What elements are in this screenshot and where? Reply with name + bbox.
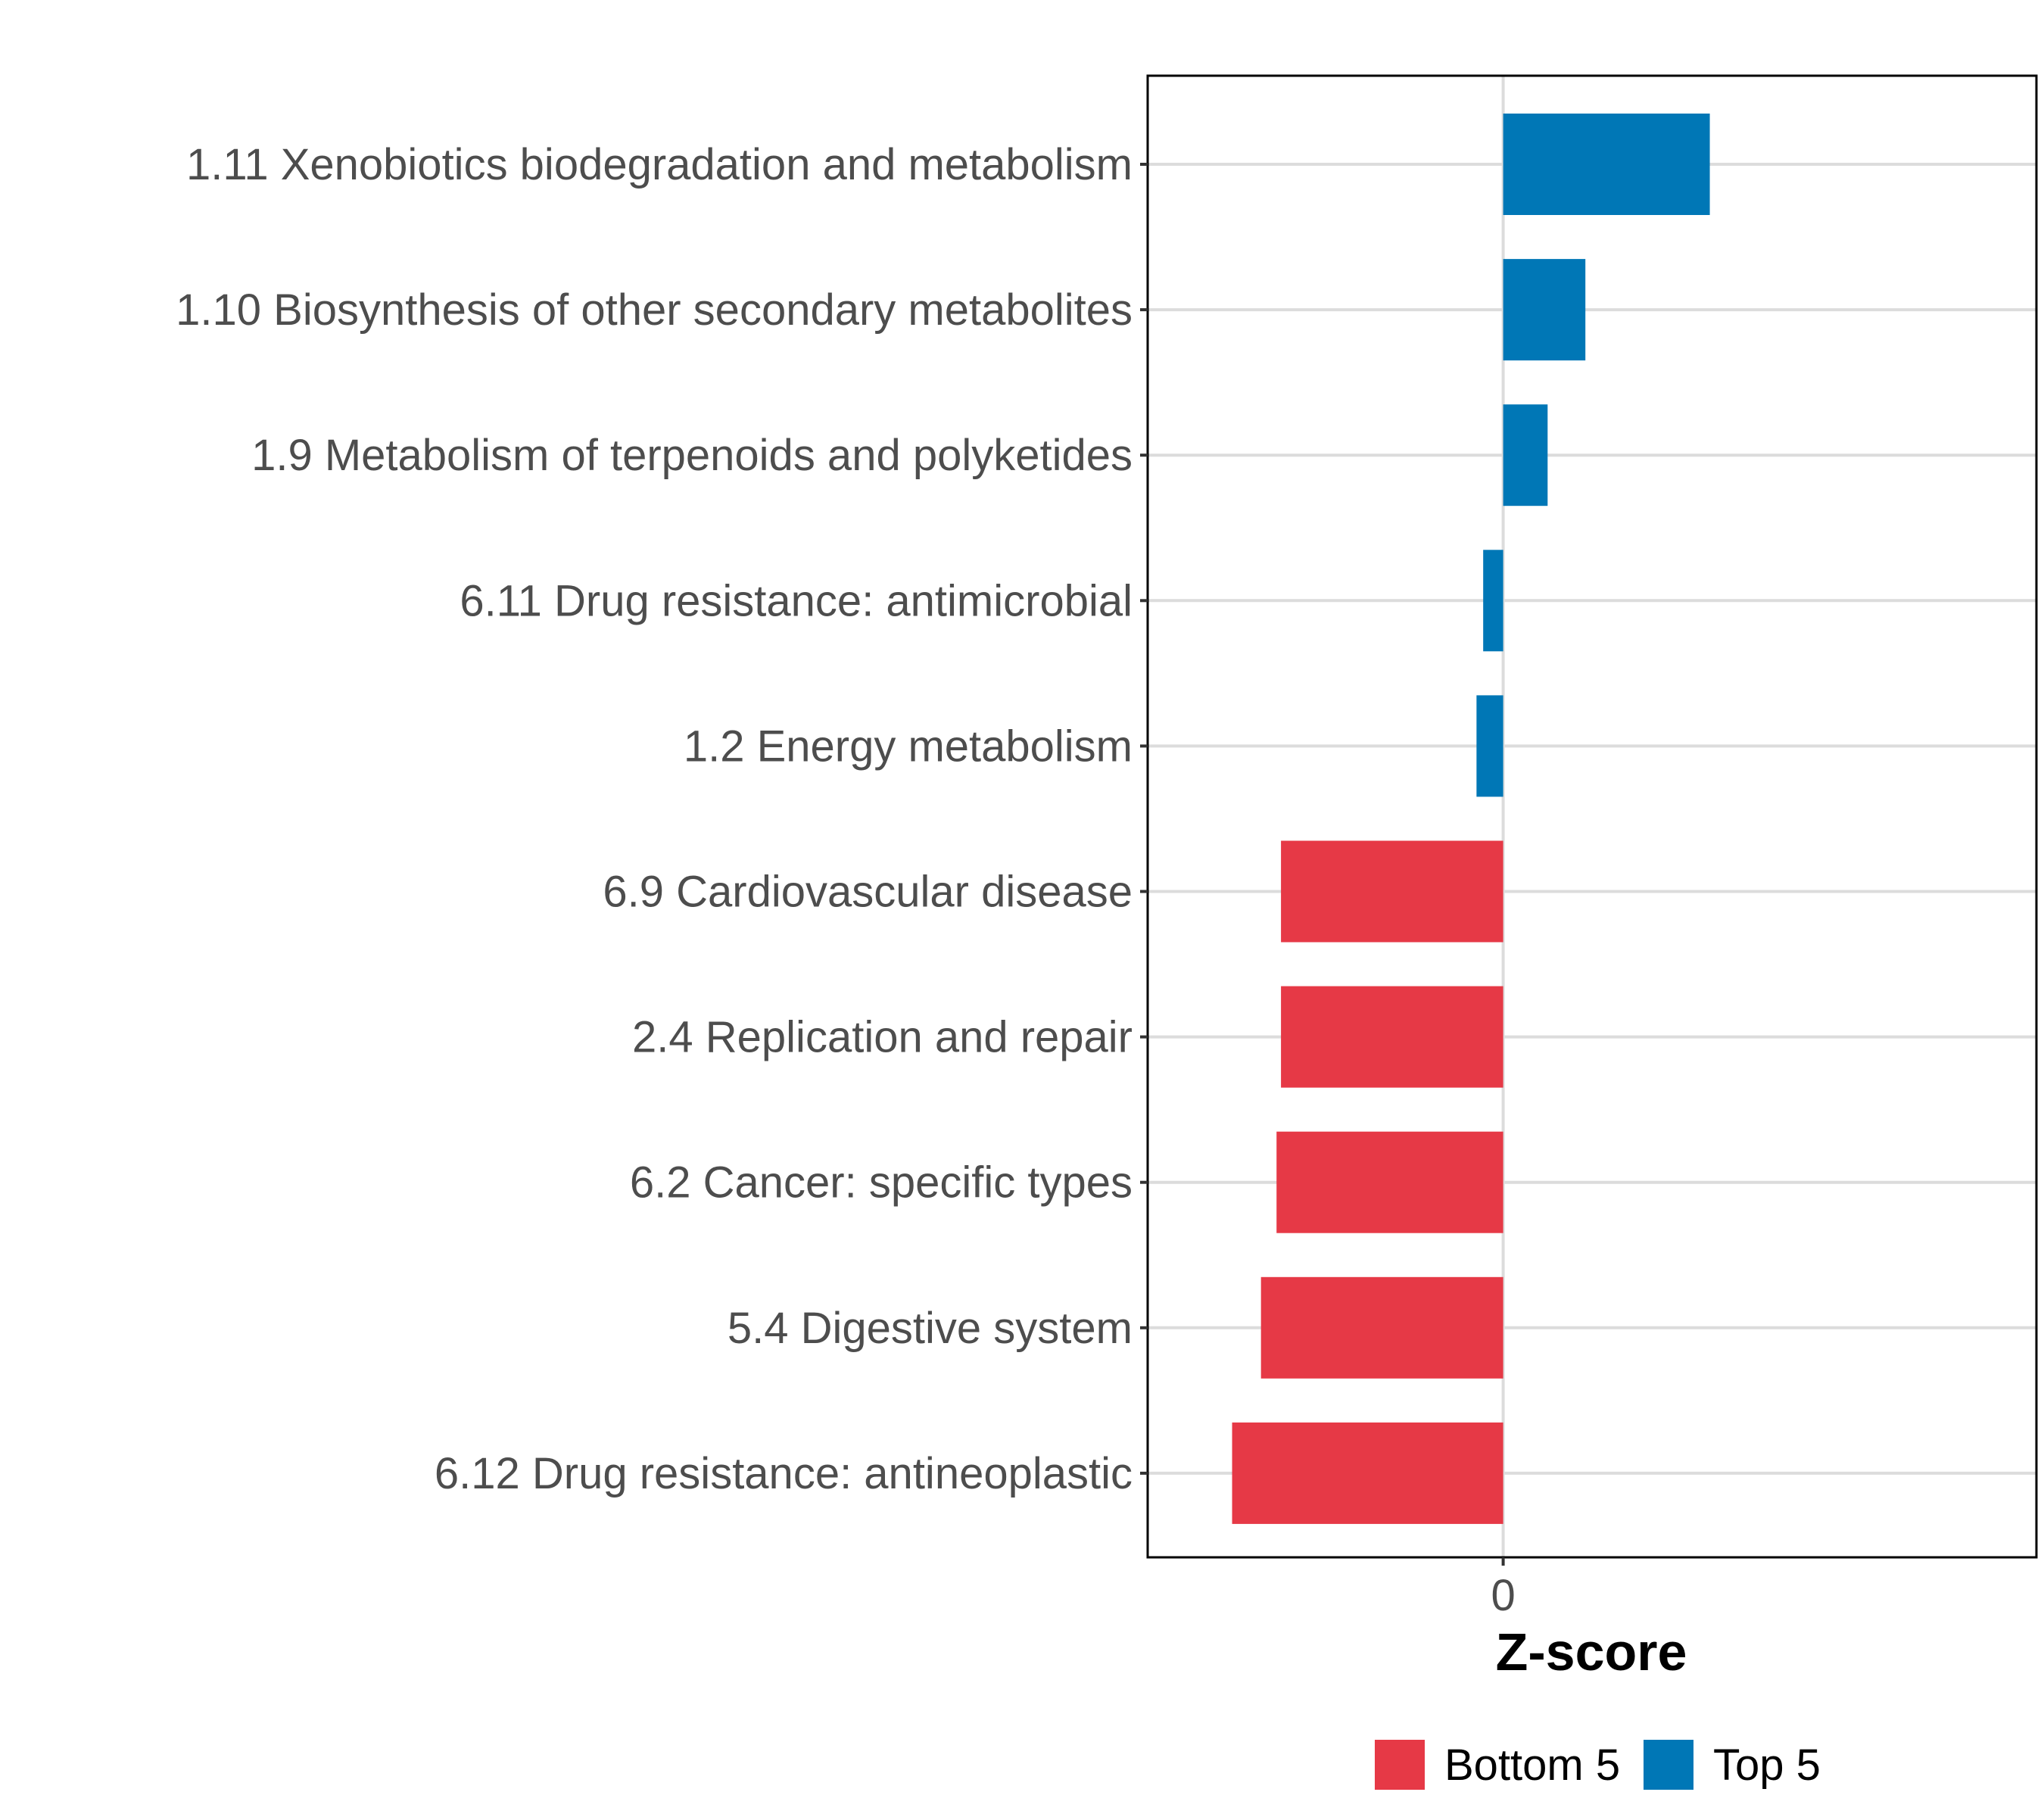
bar (1232, 1422, 1503, 1524)
legend: Bottom 5 Top 5 (1375, 1740, 1821, 1790)
y-tick-label: 6.12 Drug resistance: antineoplastic (435, 1449, 1133, 1498)
y-tick-label: 6.9 Cardiovascular disease (603, 868, 1133, 917)
x-tick-label: 0 (1491, 1571, 1515, 1620)
y-tick-label: 1.2 Energy metabolism (684, 722, 1133, 771)
y-tick-label: 6.2 Cancer: specific types (630, 1158, 1133, 1208)
bar (1503, 404, 1548, 506)
bar (1260, 1276, 1503, 1379)
x-axis-title: Z-score (1496, 1622, 1687, 1681)
plot-area (1146, 74, 2038, 1559)
x-axis: 0 (1491, 1557, 1516, 1620)
legend-swatch (1375, 1740, 1425, 1790)
legend-swatch (1644, 1740, 1693, 1790)
y-tick-label: 5.4 Digestive system (728, 1304, 1133, 1353)
y-axis-labels: 1.11 Xenobiotics biodegradation and meta… (176, 140, 1148, 1498)
legend-label: Top 5 (1713, 1741, 1821, 1790)
y-tick-label: 2.4 Replication and repair (632, 1013, 1133, 1062)
y-tick-label: 1.9 Metabolism of terpenoids and polyket… (251, 431, 1133, 480)
bar (1476, 695, 1503, 797)
bar (1503, 259, 1586, 361)
bar (1276, 1131, 1503, 1233)
y-tick-label: 1.11 Xenobiotics biodegradation and meta… (186, 140, 1133, 189)
y-tick-label: 6.11 Drug resistance: antimicrobial (460, 576, 1133, 625)
bar (1483, 550, 1503, 652)
bar (1503, 114, 1710, 215)
bar (1281, 986, 1503, 1088)
panel-border (1146, 74, 2038, 1559)
legend-label: Bottom 5 (1444, 1741, 1620, 1790)
bar (1281, 840, 1503, 943)
y-tick-label: 1.10 Biosynthesis of other secondary met… (176, 285, 1133, 335)
